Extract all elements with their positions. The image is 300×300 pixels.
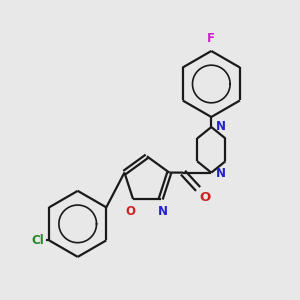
Text: N: N [215,167,225,180]
Text: O: O [125,205,136,218]
Text: N: N [215,120,225,133]
Text: Cl: Cl [32,234,44,247]
Text: F: F [207,32,215,45]
Text: O: O [200,190,211,203]
Text: N: N [158,205,168,218]
